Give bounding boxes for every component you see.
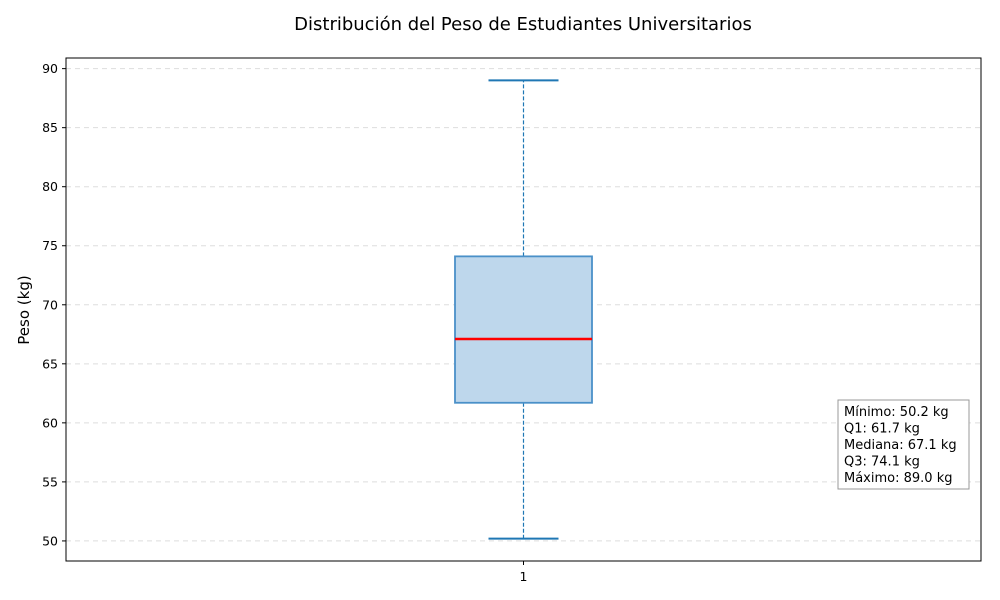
y-tick-label: 75 (42, 238, 58, 253)
y-tick-label: 65 (42, 356, 58, 371)
stats-box: Mínimo: 50.2 kg Q1: 61.7 kg Mediana: 67.… (837, 399, 970, 490)
y-tick-label: 60 (42, 415, 58, 430)
stats-min: Mínimo: 50.2 kg (844, 405, 949, 420)
stats-q3: Q3: 74.1 kg (844, 455, 920, 470)
x-tick-label: 1 (520, 569, 528, 584)
plot-frame (65, 57, 982, 562)
stats-max: Máximo: 89.0 kg (844, 471, 952, 486)
x-axis-ticks: 1 (520, 561, 528, 584)
stats-q1: Q1: 61.7 kg (844, 422, 920, 437)
y-tick-label: 70 (42, 297, 58, 312)
y-axis-ticks: 50 55 60 65 70 75 80 85 90 (42, 61, 66, 548)
y-tick-label: 80 (42, 179, 58, 194)
y-tick-label: 50 (42, 533, 58, 548)
y-tick-label: 85 (42, 120, 58, 135)
stats-box-frame (837, 399, 970, 490)
y-tick-label: 55 (42, 474, 58, 489)
box-group (454, 79, 593, 540)
stats-median: Mediana: 67.1 kg (844, 438, 957, 453)
y-axis-label: Peso (kg) (15, 275, 33, 344)
y-tick-label: 90 (42, 61, 58, 76)
iqr-box (454, 255, 593, 404)
chart-title: Distribución del Peso de Estudiantes Uni… (294, 14, 752, 35)
